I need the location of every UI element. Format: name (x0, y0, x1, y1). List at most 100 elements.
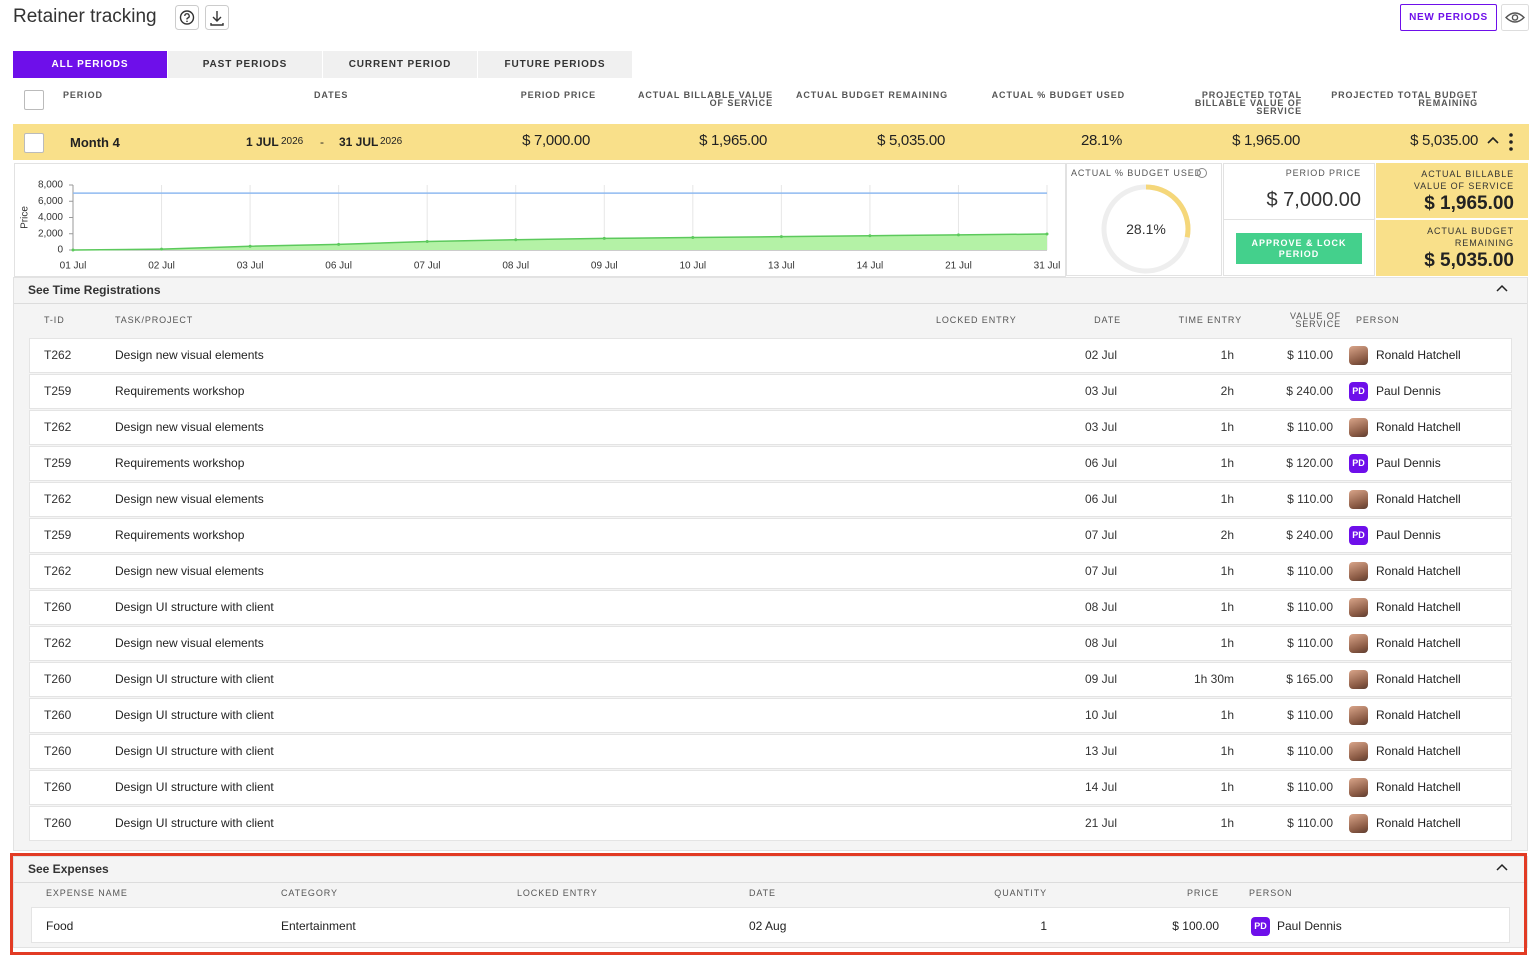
column-header: VALUE OF SERVICE (1289, 311, 1341, 329)
service-value: $ 110.00 (1287, 420, 1333, 434)
time-entry-row[interactable] (29, 518, 1512, 553)
avatar-photo (1349, 778, 1368, 797)
expense-price: $ 100.00 (1172, 919, 1219, 933)
avatar-initials: PD (1251, 917, 1270, 936)
task-name: Design UI structure with client (115, 780, 274, 794)
time-entry-row[interactable] (29, 410, 1512, 445)
person-name: Ronald Hatchell (1376, 600, 1461, 614)
data-point (956, 233, 960, 237)
time-entry: 1h (1220, 708, 1234, 722)
section-header[interactable] (14, 857, 1527, 883)
price-label: PERIOD PRICE (1285, 168, 1361, 178)
task-name: Design UI structure with client (115, 708, 274, 722)
series-area (73, 234, 1047, 250)
menu-dot (1509, 140, 1513, 144)
y-axis-label: Price (20, 206, 31, 229)
x-tick-label: 07 Jul (414, 261, 441, 272)
checkbox[interactable] (24, 133, 44, 153)
data-point (160, 247, 164, 251)
time-entry: 1h (1220, 600, 1234, 614)
column-header: QUANTITY (994, 888, 1047, 898)
time-entry-row[interactable] (29, 698, 1512, 733)
task-id: T262 (44, 636, 72, 650)
time-entry: 1h (1220, 744, 1234, 758)
time-entry-row[interactable] (29, 770, 1512, 805)
entry-date: 07 Jul (1084, 564, 1117, 578)
person-name: Ronald Hatchell (1376, 816, 1461, 830)
tab[interactable]: PAST PERIODS (168, 51, 322, 78)
task-id: T262 (44, 348, 72, 362)
expense-name: Food (46, 919, 74, 933)
task-id: T260 (44, 600, 72, 614)
chart-frame (14, 163, 1066, 277)
price-chart: 01 Jul 02 Jul 03 Jul 06 Jul 07 Jul 08 Jul 09 J… (14, 163, 1066, 277)
service-value: $ 110.00 (1287, 564, 1333, 578)
task-name: Requirements workshop (115, 456, 245, 470)
data-point (602, 236, 606, 240)
time-entry-row[interactable] (29, 338, 1512, 373)
time-entry: 1h (1220, 780, 1234, 794)
avatar-initials: PD (1349, 382, 1368, 401)
series-line (72, 233, 1048, 251)
service-value: $ 110.00 (1287, 744, 1333, 758)
task-name: Design UI structure with client (115, 672, 274, 686)
tab[interactable]: CURRENT PERIOD (323, 51, 477, 78)
tab[interactable]: FUTURE PERIODS (478, 51, 632, 78)
time-entry: 1h (1220, 348, 1234, 362)
task-name: Design UI structure with client (115, 600, 274, 614)
eye-icon (1505, 12, 1525, 23)
tab[interactable]: ALL PERIODS (13, 51, 167, 78)
time-entry-row[interactable] (29, 806, 1512, 841)
y-tick-label: 0 (57, 245, 63, 256)
column-header: ACTUAL % BUDGET USED (991, 90, 1125, 100)
time-entry-row[interactable] (29, 482, 1512, 517)
data-point (248, 244, 252, 248)
time-entry: 1h (1220, 564, 1234, 578)
entry-date: 09 Jul (1084, 672, 1117, 686)
x-tick-label: 01 Jul (60, 261, 87, 272)
person-name: Ronald Hatchell (1376, 636, 1461, 650)
person-name: Ronald Hatchell (1376, 672, 1461, 686)
column-header: DATE (1094, 315, 1121, 325)
person-name: Ronald Hatchell (1376, 780, 1461, 794)
entry-date: 02 Jul (1084, 348, 1117, 362)
task-id: T262 (44, 492, 72, 506)
entry-date: 08 Jul (1084, 600, 1117, 614)
entry-date: 14 Jul (1084, 780, 1117, 794)
column-header: PROJECTED TOTAL BUDGET REMAINING (1331, 90, 1478, 108)
checkbox[interactable] (24, 90, 44, 110)
time-entry-row[interactable] (29, 734, 1512, 769)
visibility-button[interactable] (1501, 4, 1529, 31)
new-periods-button[interactable]: NEW PERIODS (1400, 4, 1497, 31)
section-header[interactable] (14, 278, 1527, 304)
collapse-caret (1487, 136, 1499, 144)
task-name: Design new visual elements (115, 636, 264, 650)
time-entry-row[interactable] (29, 590, 1512, 625)
column-header: ACTUAL BILLABLE VALUE OF SERVICE (637, 90, 773, 108)
y-tick-label: 2,000 (38, 228, 63, 239)
period-value: $ 1,965.00 (1232, 131, 1300, 149)
gauge-value: 28.1% (1126, 221, 1166, 237)
remaining-value: $ 5,035.00 (1424, 250, 1514, 271)
time-entry-row[interactable] (29, 554, 1512, 589)
person-name: Ronald Hatchell (1376, 348, 1461, 362)
time-entry-row[interactable] (29, 374, 1512, 409)
download-icon (210, 11, 224, 26)
entry-date: 06 Jul (1084, 456, 1117, 470)
time-entry-row[interactable] (29, 446, 1512, 481)
entry-date: 06 Jul (1084, 492, 1117, 506)
budget-gauge (1101, 184, 1191, 274)
x-tick-label: 21 Jul (945, 261, 972, 272)
help-button[interactable] (175, 5, 199, 30)
data-point (514, 238, 518, 242)
price-value: $ 7,000.00 (1266, 189, 1361, 211)
avatar-photo (1349, 346, 1368, 365)
time-entry-row[interactable] (29, 626, 1512, 661)
expense-date: 02 Aug (749, 919, 787, 933)
service-value: $ 240.00 (1286, 384, 1333, 398)
entry-date: 21 Jul (1084, 816, 1117, 830)
time-entry-row[interactable] (29, 662, 1512, 697)
column-header: EXPENSE NAME (46, 888, 128, 898)
approve-lock-button[interactable]: APPROVE & LOCK PERIOD (1236, 233, 1362, 264)
data-point (425, 240, 429, 244)
